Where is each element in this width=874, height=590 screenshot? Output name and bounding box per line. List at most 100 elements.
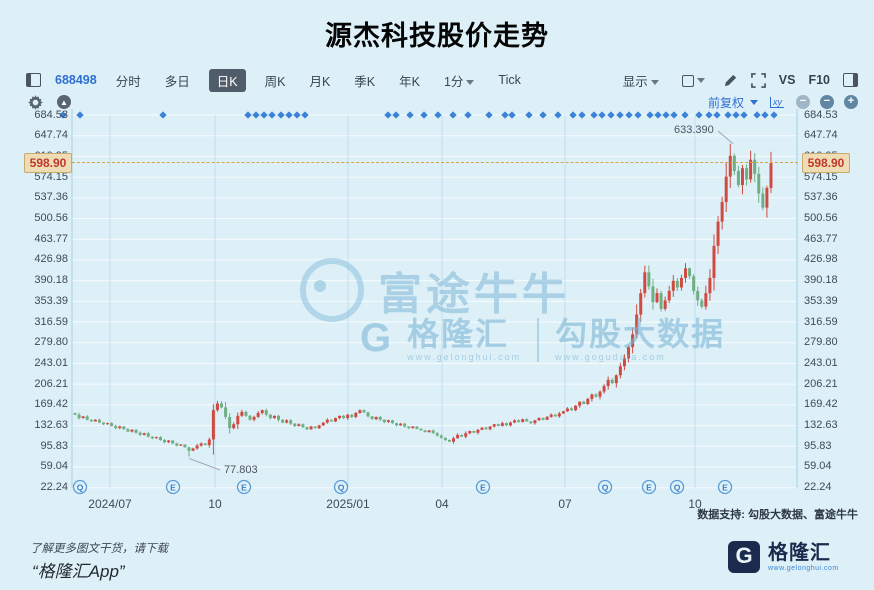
news-dot-icon[interactable] [646,111,654,119]
display-menu[interactable]: 显示 [618,69,664,92]
news-dot-icon[interactable] [384,111,392,119]
news-dot-icon[interactable] [569,111,577,119]
news-dot-icon[interactable] [724,111,732,119]
tab-月K[interactable]: 月K [309,74,331,89]
draw-pencil-icon[interactable] [723,73,738,88]
tab-tick[interactable]: Tick [498,73,521,87]
y-tick-label: 59.04 [40,460,68,473]
candle-body [736,171,740,186]
news-dot-icon[interactable] [277,111,285,119]
event-marker-icon[interactable] [333,479,349,495]
futu-logo-icon [300,258,364,322]
tab-季K[interactable]: 季K [354,74,376,89]
news-dot-icon[interactable] [681,111,689,119]
candle-body [167,440,171,443]
event-marker-icon[interactable] [236,479,252,495]
collapse-indicator-icon[interactable]: ▲ [57,95,71,109]
news-dot-icon[interactable] [625,111,633,119]
news-dot-icon[interactable] [761,111,769,119]
chart-subtoolbar: ▲ 前复权 xy − − + [28,92,858,112]
candle-body [521,419,525,422]
candle-body [77,414,81,419]
candle-body [244,411,248,416]
news-dot-icon[interactable] [464,111,472,119]
left-panel-toggle-icon[interactable] [26,73,41,87]
news-dot-icon[interactable] [732,111,740,119]
news-dot-icon[interactable] [554,111,562,119]
news-dot-icon[interactable] [590,111,598,119]
candle-body [753,159,757,174]
news-dot-icon[interactable] [695,111,703,119]
news-dot-icon[interactable] [293,111,301,119]
event-marker-icon[interactable] [641,479,657,495]
news-dot-icon[interactable] [392,111,400,119]
news-dot-icon[interactable] [449,111,457,119]
news-dot-icon[interactable] [285,111,293,119]
news-dot-icon[interactable] [252,111,260,119]
y-tick-label: 132.63 [34,419,68,432]
zoom-in-icon[interactable]: + [844,95,858,109]
news-dot-icon[interactable] [616,111,624,119]
news-dot-icon[interactable] [598,111,606,119]
candle-body [195,445,199,449]
right-panel-toggle-icon[interactable] [843,73,858,87]
tab-年K[interactable]: 年K [399,74,420,89]
log-axis-icon[interactable]: xy [770,96,784,108]
tab-日K[interactable]: 日K [208,68,246,92]
tab-分时[interactable]: 分时 [115,74,141,89]
tab-多日[interactable]: 多日 [164,74,190,89]
event-marker-icon[interactable] [669,479,685,495]
candle-body [541,418,545,420]
news-dot-icon[interactable] [406,111,414,119]
event-marker-icon[interactable] [597,479,613,495]
page-title: 源杰科技股价走势 [325,21,549,51]
futu-watermark: 富途牛牛 [300,258,570,322]
event-marker-icon[interactable] [165,479,181,495]
news-dot-icon[interactable] [508,111,516,119]
zoom-out-icon[interactable]: − [820,95,834,109]
tab-周K[interactable]: 周K [264,74,286,89]
candle-body [313,426,317,429]
news-dot-icon[interactable] [634,111,642,119]
news-dot-icon[interactable] [607,111,615,119]
f10-button[interactable]: F10 [808,73,830,87]
news-dot-icon[interactable] [159,111,167,119]
vs-compare-button[interactable]: VS [778,73,796,87]
news-dot-icon[interactable] [485,111,493,119]
news-dot-icon[interactable] [301,111,309,119]
event-marker-icon[interactable] [475,479,491,495]
tab-1min[interactable]: 1分 [439,69,479,92]
event-marker-icon[interactable] [72,479,88,495]
news-dot-icon[interactable] [434,111,442,119]
news-dot-icon[interactable] [501,111,509,119]
candle-body [435,433,439,436]
news-dot-icon[interactable] [76,111,84,119]
stock-code[interactable]: 688498 [55,73,97,87]
news-dot-icon[interactable] [705,111,713,119]
adjust-mode-select[interactable]: 前复权 [708,94,758,111]
zoom-reset-icon[interactable]: − [796,95,810,109]
news-dot-icon[interactable] [260,111,268,119]
candle-body [631,334,635,348]
news-dot-icon[interactable] [244,111,252,119]
news-dot-icon[interactable] [268,111,276,119]
fullscreen-icon[interactable] [750,72,766,88]
news-dot-icon[interactable] [578,111,586,119]
news-dot-icon[interactable] [670,111,678,119]
news-dot-icon[interactable] [539,111,547,119]
candle-body [285,420,289,423]
news-dot-icon[interactable] [713,111,721,119]
news-dot-icon[interactable] [662,111,670,119]
news-dot-icon[interactable] [420,111,428,119]
candle-body [468,430,472,434]
gear-icon[interactable] [28,94,43,110]
y-tick-label: 537.36 [804,191,838,204]
news-dot-icon[interactable] [770,111,778,119]
news-dot-icon[interactable] [740,111,748,119]
news-dot-icon[interactable] [654,111,662,119]
news-dot-icon[interactable] [753,111,761,119]
event-marker-icon[interactable] [717,479,733,495]
news-dot-icon[interactable] [525,111,533,119]
chart-style-menu[interactable] [677,71,710,89]
